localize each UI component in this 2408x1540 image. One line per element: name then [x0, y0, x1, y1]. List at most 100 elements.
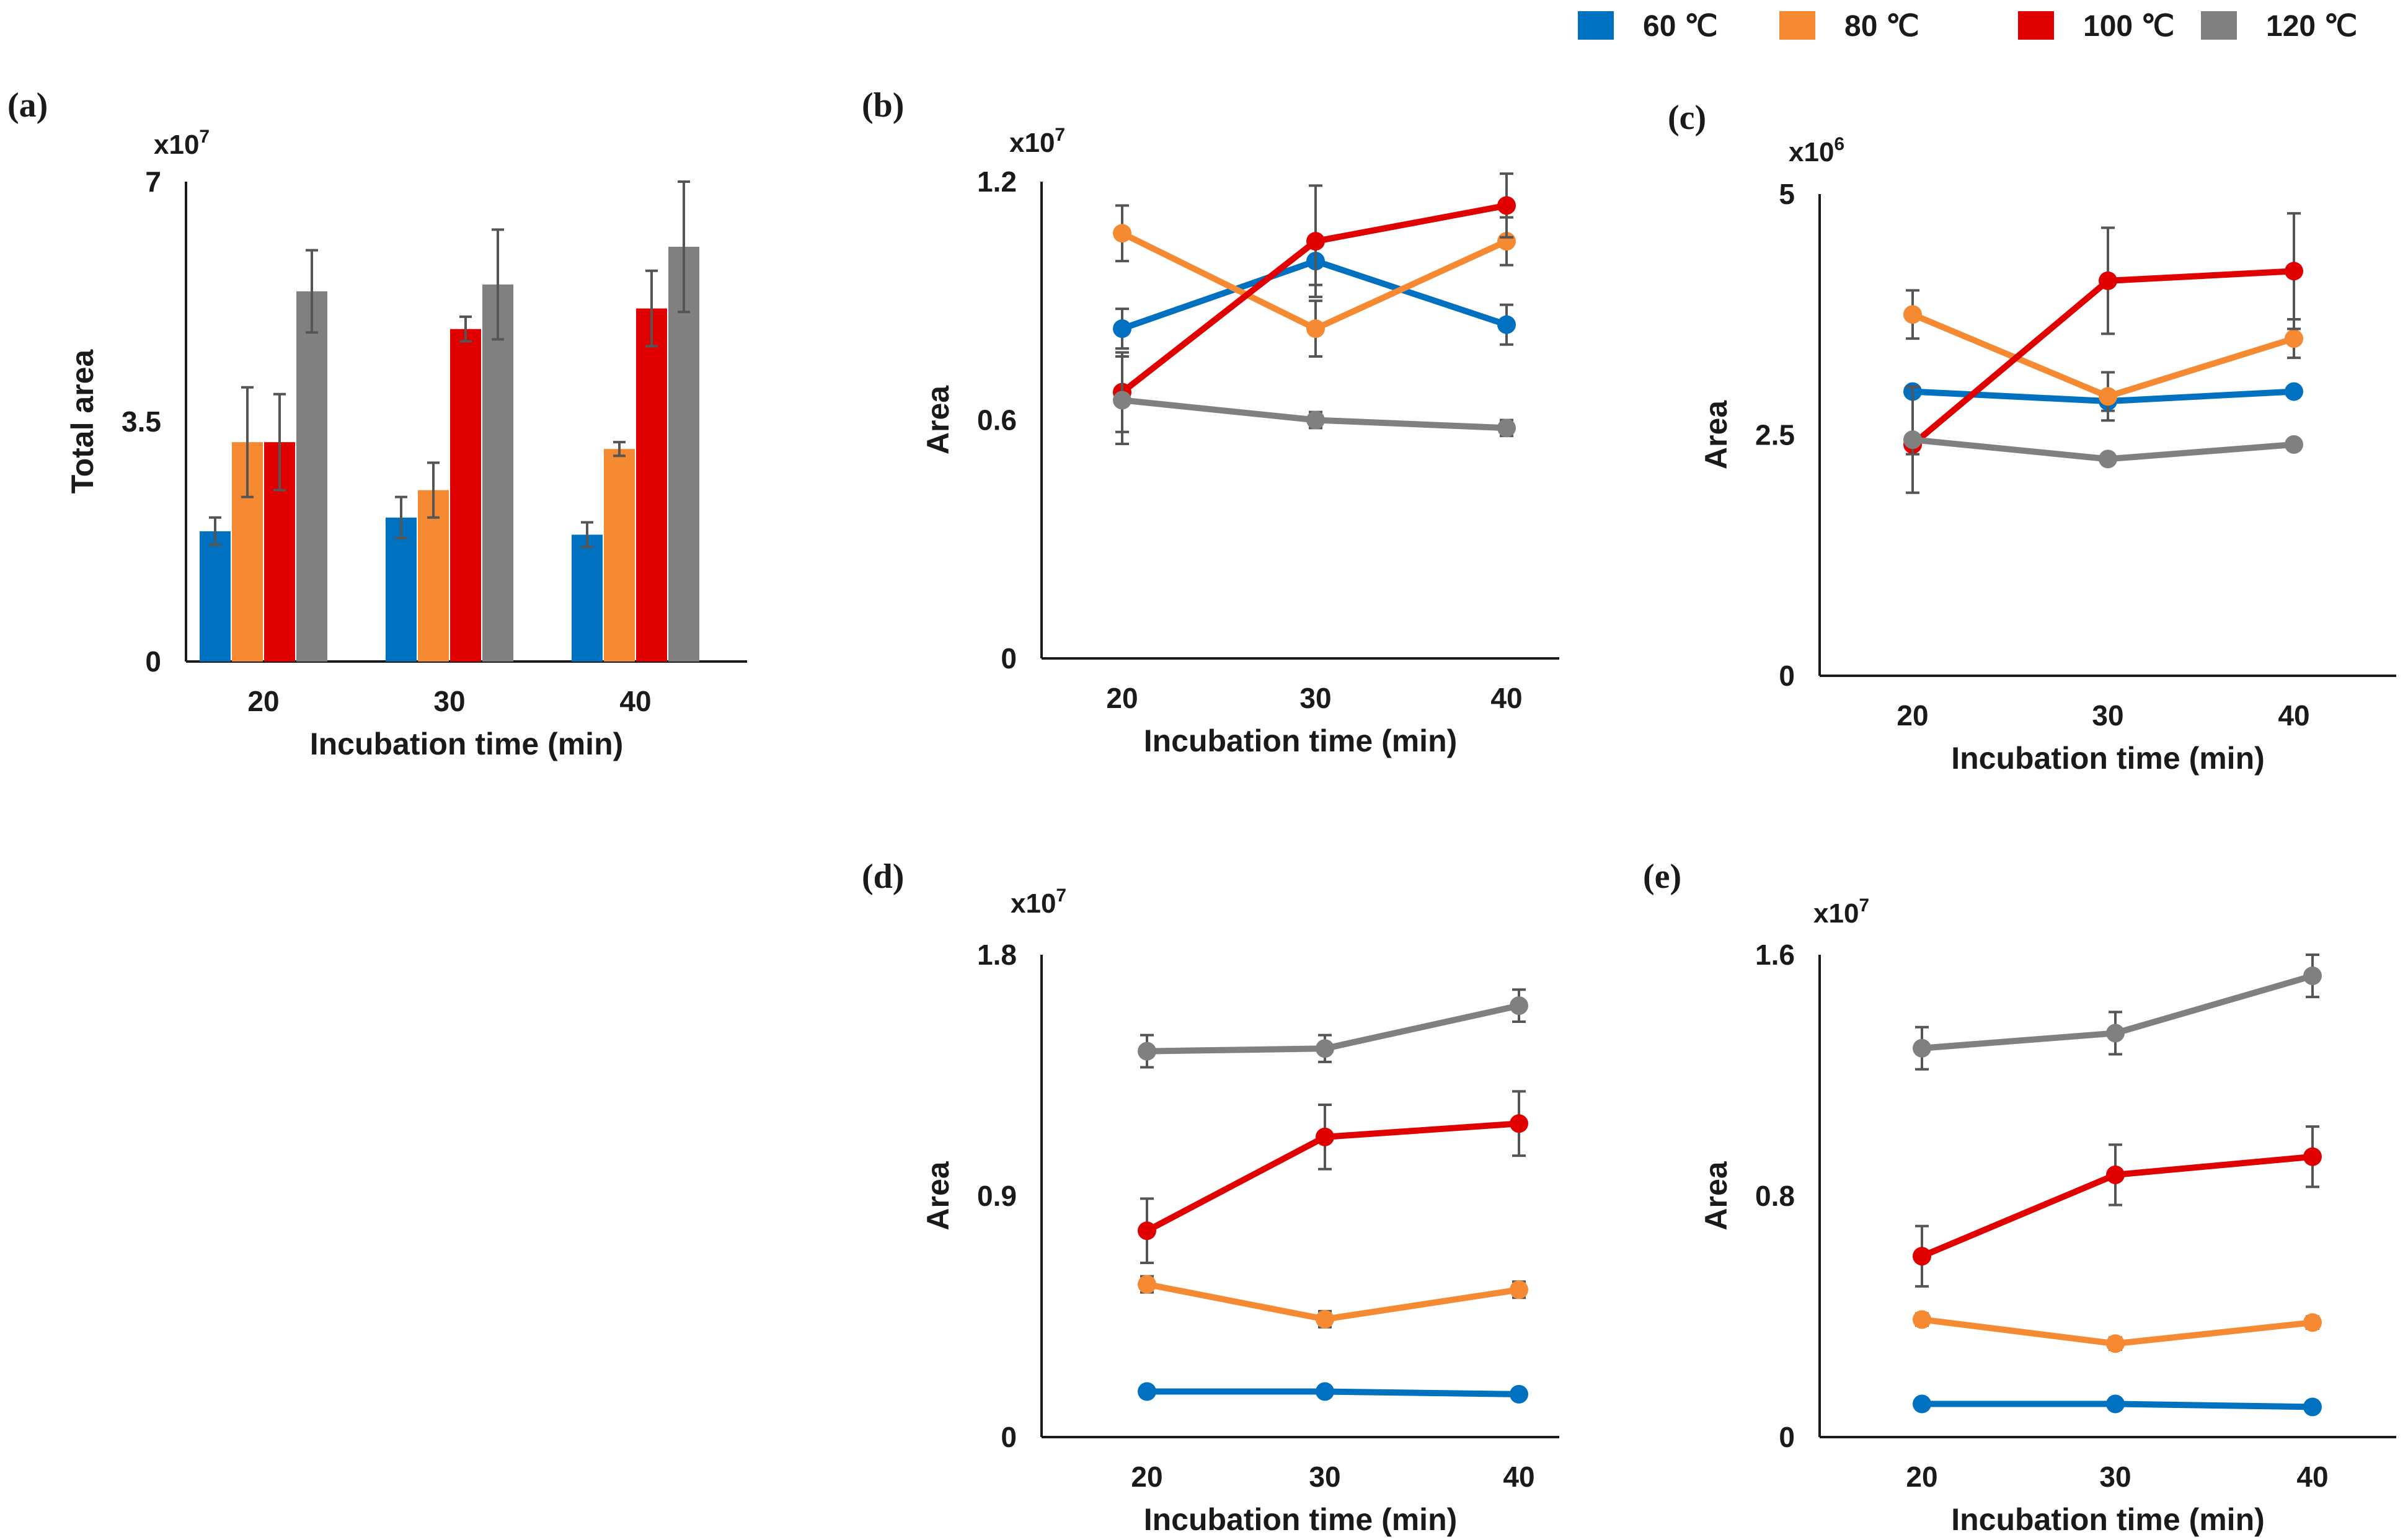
data-point [1138, 1275, 1156, 1294]
line-series-1 [1913, 1394, 2322, 1417]
line-series-3 [1138, 1090, 1528, 1265]
error-bar [273, 392, 286, 492]
panel-e: (e) x107 0 0.8 1.6 20 30 40 Incubation time (min… [1643, 857, 2396, 1537]
data-point [1903, 305, 1922, 324]
data-point [1306, 319, 1325, 339]
data-point [1113, 224, 1131, 243]
data-point [1903, 430, 1922, 449]
data-point [1510, 1384, 1528, 1404]
x-tick-label: 30 [2092, 699, 2123, 732]
y-tick-label: 5 [1779, 178, 1795, 210]
bar [296, 291, 327, 662]
line-series-4 [1113, 355, 1516, 445]
exponent-power: 7 [1056, 885, 1066, 906]
data-point [1316, 1382, 1334, 1401]
line-series-1 [1138, 1382, 1528, 1404]
series-line [1911, 311, 2295, 400]
line-series-4 [1138, 988, 1528, 1069]
bar [482, 284, 513, 662]
bar-series-3 [264, 269, 667, 662]
data-point [1138, 1382, 1156, 1401]
legend-item-4: 120 ℃ [2201, 10, 2357, 43]
legend-label: 80 ℃ [1844, 10, 1919, 43]
error-bar [581, 521, 593, 549]
data-point [2106, 1334, 2125, 1353]
error-bar [241, 386, 254, 498]
error-bar [306, 249, 318, 334]
y-tick-label: 7 [145, 166, 161, 198]
y-tick-label: 3.5 [122, 405, 161, 438]
x-axis-label: Incubation time (min) [1951, 1502, 2265, 1537]
data-point [2285, 435, 2303, 454]
x-tick-label: 30 [2099, 1461, 2131, 1493]
line-series-4 [1903, 385, 2303, 494]
exponent-base: x10 [1813, 898, 1859, 929]
x-tick-label: 20 [247, 685, 279, 717]
data-point [2285, 262, 2303, 281]
axis-exponent: x107 [1009, 125, 1065, 158]
x-axis-label: Incubation time (min) [1144, 1502, 1458, 1537]
data-point [1316, 1039, 1334, 1058]
x-tick-label: 20 [1131, 1461, 1162, 1493]
line-series-3 [1913, 1125, 2322, 1288]
data-point [1913, 1038, 1931, 1058]
y-tick-label: 0 [1779, 1421, 1795, 1453]
line-series-2 [1113, 204, 1516, 358]
bar [604, 449, 635, 662]
exponent-power: 7 [1859, 895, 1869, 916]
line-series-2 [1913, 1310, 2322, 1353]
x-tick-label: 40 [2278, 699, 2309, 732]
panel-label: (a) [7, 86, 48, 125]
y-axis-label: Area [921, 1161, 955, 1230]
x-tick-label: 30 [1299, 682, 1331, 714]
axis-exponent: x107 [1813, 895, 1869, 929]
error-bar [678, 180, 690, 314]
x-tick-label: 20 [1106, 682, 1138, 714]
axis-exponent: x107 [154, 126, 210, 160]
data-point [1510, 996, 1528, 1016]
bar [200, 531, 231, 662]
x-tick-label: 20 [1897, 699, 1928, 732]
legend-label: 100 ℃ [2083, 10, 2174, 43]
y-tick-label: 2.5 [1755, 419, 1795, 451]
y-tick-label: 0.6 [977, 404, 1017, 436]
data-point [1316, 1127, 1334, 1146]
legend-item-3: 100 ℃ [2018, 10, 2174, 43]
line-series-4 [1913, 954, 2322, 1071]
bar-series-2 [232, 386, 635, 662]
bar [450, 329, 481, 662]
y-tick-label: 1.8 [977, 939, 1017, 971]
y-tick-label: 0 [1001, 642, 1017, 675]
x-tick-label: 20 [1906, 1461, 1937, 1493]
panel-label: (e) [1643, 857, 1681, 896]
data-point [2099, 387, 2117, 406]
bar-series-4 [296, 180, 699, 662]
error-bar [492, 228, 504, 341]
data-point [1913, 1310, 1931, 1329]
exponent-power: 7 [199, 126, 210, 147]
data-point [1913, 1394, 1931, 1414]
y-axis-label: Total area [65, 349, 100, 494]
error-bar [427, 461, 440, 519]
error-bar [613, 441, 626, 458]
data-point [2285, 382, 2303, 401]
panel-label: (d) [862, 857, 904, 896]
y-tick-label: 0 [1001, 1421, 1017, 1453]
y-tick-label: 0 [1779, 660, 1795, 692]
exponent-base: x10 [1011, 888, 1056, 919]
line-series-3 [1903, 212, 2303, 456]
y-tick-label: 0.8 [1755, 1180, 1795, 1212]
line-series-2 [1138, 1275, 1528, 1329]
panel-c: (c) x106 0 2.5 5 20 30 40 Incubation time (min) A… [1668, 99, 2396, 776]
panel-label: (b) [862, 86, 904, 125]
data-point [1510, 1114, 1528, 1133]
bar [636, 308, 667, 662]
data-point [1138, 1042, 1156, 1061]
y-tick-label: 0.9 [977, 1180, 1017, 1212]
legend-item-1: 60 ℃ [1578, 10, 1718, 43]
data-point [1497, 315, 1516, 334]
legend-label: 60 ℃ [1643, 10, 1718, 43]
series-line [1146, 1281, 1520, 1322]
data-point [2285, 329, 2303, 348]
